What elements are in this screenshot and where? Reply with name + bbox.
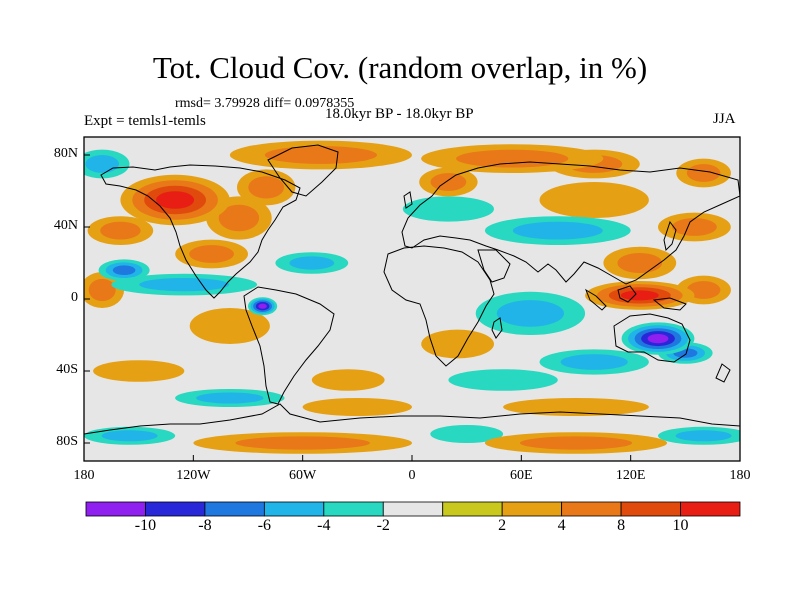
colorbar-label: -6 <box>257 517 272 534</box>
coastline-madagascar <box>491 317 503 339</box>
colorbar-label: 2 <box>498 517 507 534</box>
anomaly-contour <box>289 256 335 270</box>
colorbar-label: -8 <box>198 517 212 534</box>
anomaly-contour <box>675 430 732 442</box>
lat-label: 80S <box>56 434 78 449</box>
colorbar-swatch <box>620 501 681 517</box>
rmsd-diff-stats: rmsd= 3.79928 diff= 0.0978355 <box>175 96 355 111</box>
anomaly-contour <box>100 221 141 240</box>
anomaly-contour <box>617 253 663 273</box>
colorbar-label: 4 <box>557 517 566 534</box>
coastlines <box>84 144 740 435</box>
lon-label: 120E <box>615 468 646 483</box>
coastline-borneo <box>617 285 637 303</box>
latitude-ticks <box>84 154 90 444</box>
lon-label: 180 <box>729 468 751 483</box>
anomaly-contour <box>93 360 185 382</box>
anomaly-contour <box>218 204 260 232</box>
cloud-cover-field <box>84 137 740 461</box>
colorbar-swatch <box>263 501 325 517</box>
lon-label: 60E <box>510 468 533 483</box>
anomaly-contour <box>519 436 633 450</box>
anomaly-contour <box>560 354 628 370</box>
lat-label: 40S <box>56 362 78 377</box>
colorbar-swatch <box>442 501 503 517</box>
anomaly-contour <box>647 334 669 344</box>
anomaly-contour <box>448 369 558 391</box>
anomaly-contour <box>248 176 285 199</box>
anomaly-contour <box>85 155 119 173</box>
coastline-eurasia <box>401 161 740 285</box>
anomaly-contour <box>112 265 136 276</box>
anomaly-contour <box>302 398 412 416</box>
lon-label: 60W <box>289 468 317 483</box>
anomaly-contour <box>686 164 721 182</box>
anomaly-contour <box>496 300 564 327</box>
lon-label: 0 <box>408 468 416 483</box>
coastline-australia <box>613 313 691 363</box>
experiment-label: Expt = temls1-temls <box>84 113 206 129</box>
anomaly-contour <box>311 369 385 391</box>
period-label: 18.0kyr BP - 18.0kyr BP <box>325 106 474 122</box>
anomaly-contour <box>189 245 235 263</box>
colorbar-swatch <box>501 501 563 517</box>
anomaly-contour <box>139 278 230 292</box>
anomaly-contour <box>402 196 494 222</box>
anomaly-contour <box>686 281 721 299</box>
anomaly-contour <box>189 308 270 344</box>
lat-label: 80N <box>53 146 78 161</box>
coastline-antarctica <box>84 403 740 435</box>
coastline-new-guinea <box>652 297 687 311</box>
colorbar-swatch <box>85 501 146 517</box>
lon-label: 180 <box>73 468 95 483</box>
anomaly-contour <box>421 329 494 359</box>
longitude-ticks <box>83 455 741 461</box>
anomaly-contour <box>430 425 504 443</box>
colorbar-label: -10 <box>134 517 157 534</box>
colorbar-swatch <box>323 501 384 517</box>
colorbar-swatch <box>680 501 741 517</box>
season-label: JJA <box>713 111 736 127</box>
anomaly-contour <box>503 398 649 416</box>
anomaly-contour <box>620 290 659 301</box>
coastline-new-zealand <box>715 363 731 383</box>
lon-label: 120W <box>176 468 211 483</box>
coastline-africa <box>383 245 495 367</box>
colorbar-swatch <box>204 501 265 517</box>
coastline-sumatra <box>584 288 607 311</box>
colorbar-label: 8 <box>617 517 626 534</box>
colorbar-swatch <box>561 501 622 517</box>
anomaly-contour <box>235 436 370 450</box>
anomaly-contour <box>430 173 467 191</box>
coastline-north-america <box>100 164 301 299</box>
anomaly-contour <box>672 218 717 236</box>
colorbar-swatch <box>145 501 206 517</box>
anomaly-contour <box>456 149 569 168</box>
colorbar-label: -4 <box>317 517 331 534</box>
anomaly-contour <box>539 182 649 218</box>
coastline-greenland <box>267 144 339 197</box>
anomaly-contour <box>258 303 267 309</box>
anomaly-contour <box>101 430 158 442</box>
colorbar-label: 10 <box>672 517 689 534</box>
coastline-britain <box>403 191 413 209</box>
coastline-south-america <box>243 286 335 405</box>
anomaly-contour <box>512 221 603 240</box>
colorbar <box>85 501 741 517</box>
coastline-arabia <box>477 249 511 283</box>
anomaly-contour <box>156 191 195 209</box>
colorbar-swatch <box>382 501 444 517</box>
lat-label: 0 <box>71 290 78 305</box>
anomaly-contour <box>264 146 377 164</box>
anomaly-contour <box>196 392 264 404</box>
coastline-japan <box>663 220 677 252</box>
lat-label: 40N <box>53 218 78 233</box>
chart-title: Tot. Cloud Cov. (random overlap, in %) <box>152 50 648 85</box>
colorbar-label: -2 <box>376 517 390 534</box>
anomaly-contour <box>88 278 116 302</box>
